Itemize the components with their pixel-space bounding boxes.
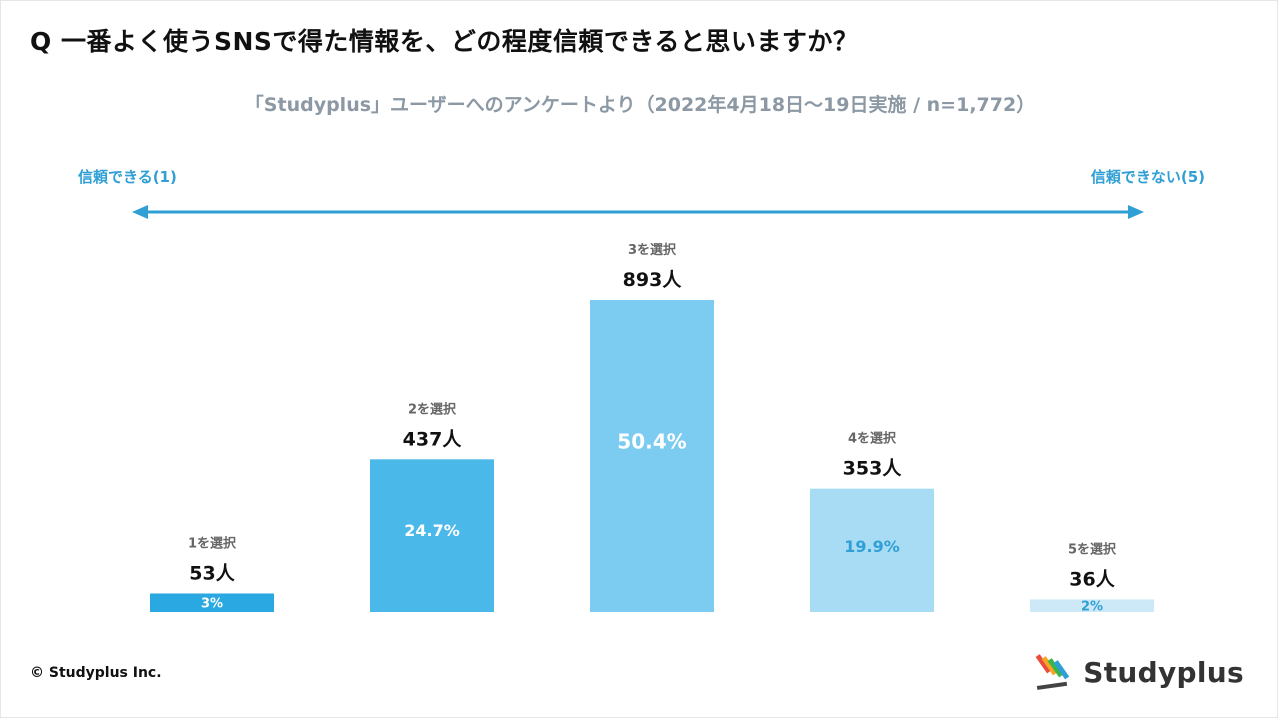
bar	[370, 459, 494, 612]
category-label: 5を選択	[1068, 541, 1117, 557]
category-label: 1を選択	[188, 535, 237, 551]
bar	[810, 488, 934, 612]
value-label: 53人	[189, 562, 235, 584]
value-label: 353人	[843, 458, 903, 480]
percent-label: 24.7%	[404, 521, 460, 540]
bar	[150, 593, 274, 612]
page-subtitle: 「Studyplus」ユーザーへのアンケートより（2022年4月18日〜19日実…	[244, 94, 1036, 116]
value-label: 36人	[1069, 568, 1115, 590]
percent-label: 3%	[201, 597, 223, 612]
page-title: Q 一番よく使うSNSで得た情報を、どの程度信頼できると思いますか？	[30, 27, 859, 56]
value-label: 437人	[403, 428, 463, 450]
double-arrow-icon	[132, 205, 1144, 219]
category-label: 2を選択	[408, 401, 457, 417]
bar	[590, 300, 714, 612]
percent-label: 2%	[1081, 600, 1103, 615]
category-label: 3を選択	[628, 242, 677, 258]
percent-label: 19.9%	[844, 537, 900, 556]
percent-label: 50.4%	[617, 429, 686, 453]
bar	[1030, 599, 1154, 612]
category-label: 4を選択	[848, 431, 897, 447]
brand-name: Studyplus	[1083, 655, 1244, 689]
copyright: © Studyplus Inc.	[30, 665, 162, 681]
scale-left-label: 信頼できる(1)	[78, 168, 177, 186]
studyplus-logo-icon	[1035, 654, 1070, 690]
scale-right-label: 信頼できない(5)	[1090, 168, 1205, 186]
brand-logo: Studyplus	[1031, 650, 1244, 694]
bar-chart: 3% 53人 1を選択 24.7% 437人 2を選択 50.4% 893人 3を選択 19.9%…	[150, 242, 1154, 615]
value-label: 893人	[623, 269, 683, 291]
